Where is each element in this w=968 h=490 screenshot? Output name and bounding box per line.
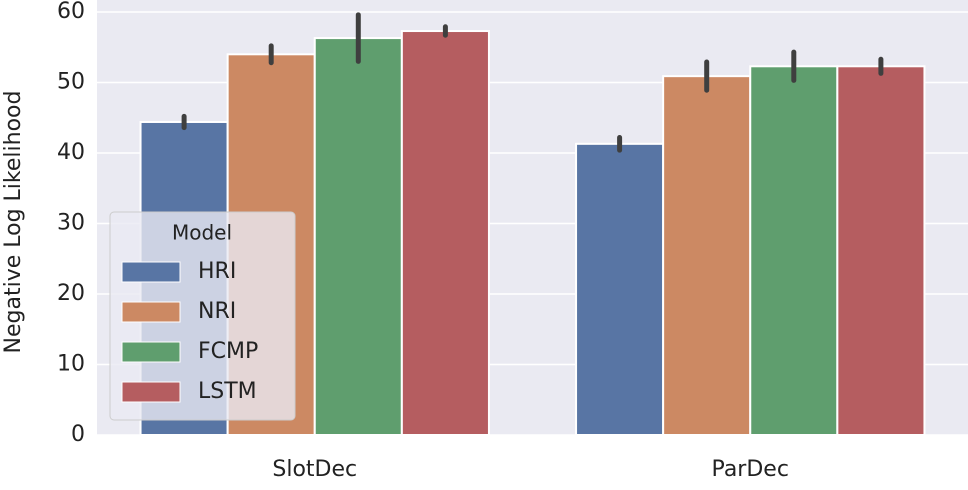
y-tick-label: 60 xyxy=(57,0,85,24)
y-tick-label: 20 xyxy=(57,281,85,306)
y-tick-label: 30 xyxy=(57,211,85,236)
y-axis-label: Negative Log Likelihood xyxy=(1,91,26,354)
legend-swatch xyxy=(121,261,181,283)
x-tick-label: ParDec xyxy=(712,457,789,482)
y-tick-label: 10 xyxy=(57,352,85,377)
bar xyxy=(836,65,926,436)
bar xyxy=(749,65,839,436)
legend-label: FCMP xyxy=(198,339,258,364)
legend-label: HRI xyxy=(198,259,236,284)
bar xyxy=(575,142,665,437)
bar xyxy=(662,75,752,436)
x-tick-label: SlotDec xyxy=(272,457,357,482)
legend-label: LSTM xyxy=(198,379,257,404)
y-tick-label: 40 xyxy=(57,140,85,165)
y-tick-label: 0 xyxy=(71,422,85,447)
bar xyxy=(313,37,403,437)
legend-title: Model xyxy=(172,221,232,245)
y-tick-label: 50 xyxy=(57,70,85,95)
bar xyxy=(400,30,490,436)
legend-label: NRI xyxy=(198,299,236,324)
legend-swatch xyxy=(121,301,181,323)
legend-swatch xyxy=(121,381,181,403)
legend-swatch xyxy=(121,341,181,363)
